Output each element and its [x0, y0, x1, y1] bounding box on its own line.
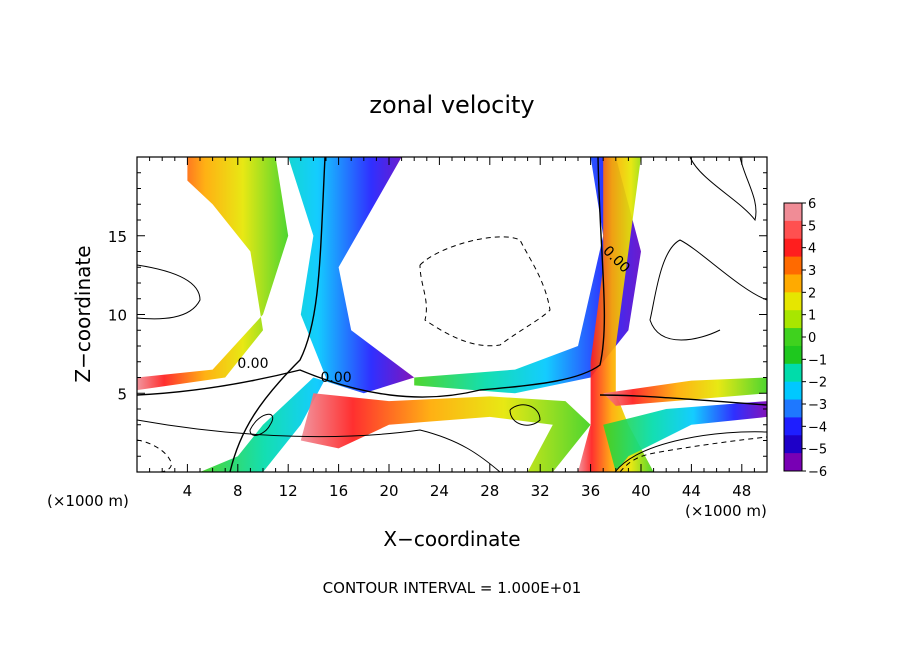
contour-line: [137, 419, 501, 472]
x-tick-label: 4: [183, 482, 193, 500]
contour-line: [229, 157, 326, 472]
left-positive-column: [137, 157, 289, 391]
colorbar-label: 0: [808, 331, 816, 346]
colorbar-swatch: [784, 256, 802, 275]
contour-line: [599, 394, 767, 406]
contour-line-dashed: [619, 436, 767, 472]
contour-line-dashed: [137, 439, 172, 472]
colorbar-swatch: [784, 238, 802, 258]
right-negative-column: [414, 157, 654, 394]
colorbar-swatch: [784, 381, 802, 401]
contour-line: [249, 413, 273, 436]
colorbar-swatch: [784, 292, 802, 311]
colorbar-label: −6: [808, 465, 827, 480]
colorbar-label: 2: [808, 286, 816, 301]
colorbar-swatch: [784, 417, 802, 436]
y-tick-label: 10: [108, 307, 127, 325]
colorbar-swatch: [784, 274, 802, 293]
colorbar-swatch: [784, 435, 802, 454]
contour-line: [649, 239, 767, 341]
contour-label: 0.00: [320, 370, 351, 386]
zero-contours: [137, 157, 767, 472]
x-tick-label: 16: [329, 482, 348, 500]
x-tick-label: 40: [631, 482, 650, 500]
colorbar-swatch: [784, 363, 802, 383]
x-tick-label: 20: [379, 482, 398, 500]
x-tick-label: 12: [279, 482, 298, 500]
colorbar-swatch: [784, 453, 802, 472]
colorbar-label: 6: [808, 197, 816, 212]
contour-label: 0.00: [237, 356, 268, 372]
colorbar-label: 5: [808, 219, 816, 234]
contour-interval-note: CONTOUR INTERVAL = 1.000E+01: [323, 579, 582, 597]
colorbar-label: −4: [808, 420, 827, 435]
x-unit-left: (×1000 m): [47, 492, 129, 510]
contour-line: [614, 431, 767, 472]
contour-line: [137, 264, 201, 320]
colorbar-label: −1: [808, 353, 827, 368]
left-negative-band: [200, 157, 415, 472]
x-tick-label: 24: [430, 482, 449, 500]
y-axis-label: Z−coordinate: [71, 245, 95, 382]
colorbar-label: 4: [808, 242, 816, 257]
x-tick-label: 8: [233, 482, 243, 500]
colorbar-swatch: [784, 328, 802, 347]
colorbar-label: −5: [808, 443, 827, 458]
colorbar-label: −2: [808, 376, 827, 391]
colorbar-label: 1: [808, 309, 816, 324]
colorbar-label: 3: [808, 264, 816, 279]
y-tick-label: 5: [117, 385, 127, 403]
colorbar: 6 5 4 3 2 1 0 −1 −2 −3 −4 −5 −6: [783, 197, 827, 480]
colorbar-swatch: [784, 310, 802, 329]
x-tick-label: 44: [682, 482, 701, 500]
colorbar-swatch: [784, 203, 802, 222]
x-tick-label: 28: [480, 482, 499, 500]
contour-labels: 0.000.000.00: [237, 243, 632, 386]
lower-right-negative: [603, 401, 767, 472]
colorbar-swatch: [784, 220, 802, 240]
colorbar-label: −3: [808, 398, 827, 413]
contour-line: [509, 404, 541, 426]
x-tick-label: 32: [531, 482, 550, 500]
contour-line: [689, 157, 757, 222]
x-tick-label: 48: [732, 482, 751, 500]
contour-line: [137, 157, 606, 398]
mid-positive-band: [300, 393, 591, 472]
velocity-field: [137, 157, 767, 472]
lower-right-positive: [603, 377, 767, 406]
x-tick-label: 36: [581, 482, 600, 500]
x-axis-label: X−coordinate: [383, 527, 520, 551]
colorbar-swatch: [784, 345, 802, 365]
right-positive-column: [578, 157, 654, 472]
colorbar-swatch: [784, 399, 802, 418]
chart-title: zonal velocity: [369, 91, 534, 119]
y-tick-label: 15: [108, 228, 127, 246]
x-unit-right: (×1000 m): [685, 502, 767, 520]
contour-line-dashed: [419, 236, 551, 347]
